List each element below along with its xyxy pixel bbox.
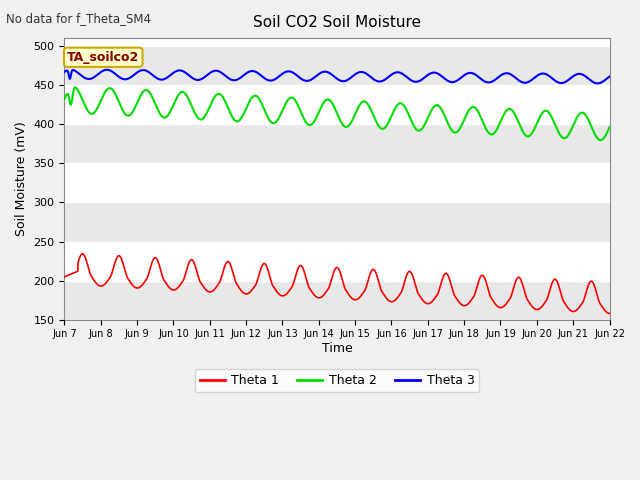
Bar	[65, 85, 609, 124]
X-axis label: Time: Time	[321, 342, 353, 355]
Title: Soil CO2 Soil Moisture: Soil CO2 Soil Moisture	[253, 15, 421, 30]
Bar	[65, 124, 609, 163]
Legend: Theta 1, Theta 2, Theta 3: Theta 1, Theta 2, Theta 3	[195, 370, 479, 392]
Bar	[65, 163, 609, 203]
Bar	[65, 281, 609, 320]
Text: TA_soilco2: TA_soilco2	[67, 51, 140, 64]
Bar	[65, 46, 609, 85]
Bar	[65, 203, 609, 241]
Bar	[65, 241, 609, 281]
Text: No data for f_Theta_SM4: No data for f_Theta_SM4	[6, 12, 152, 25]
Y-axis label: Soil Moisture (mV): Soil Moisture (mV)	[15, 121, 28, 236]
Bar	[65, 38, 609, 46]
